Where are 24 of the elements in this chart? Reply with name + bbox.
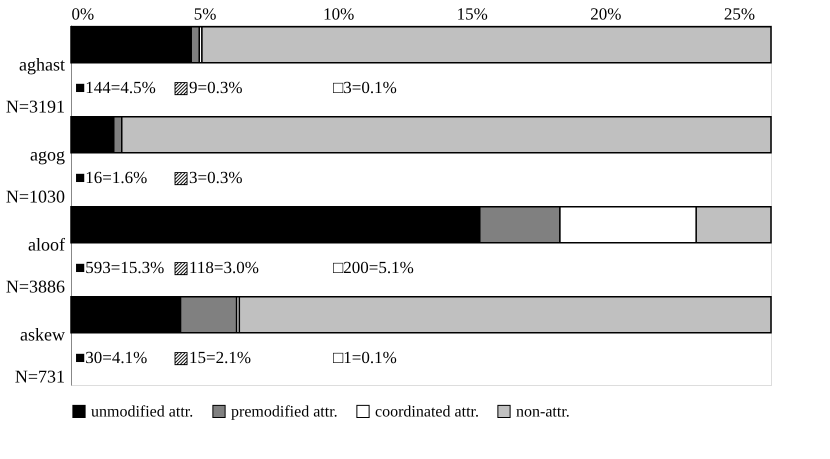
legend-label: non-attr. — [516, 403, 570, 420]
annotation: ■144=4.5% — [75, 78, 156, 97]
annotation: ▨9=0.3% — [173, 78, 242, 97]
annotation: ▨3=0.3% — [173, 168, 242, 187]
annotation: ■593=15.3% — [75, 258, 164, 277]
annotation: □3=0.1% — [333, 78, 397, 97]
x-tick-label: 25% — [724, 4, 756, 24]
annotation: □200=5.1% — [333, 258, 414, 277]
x-tick-label: 20% — [590, 4, 622, 24]
legend-label: coordinated attr. — [375, 403, 479, 420]
x-tick-label: 15% — [456, 4, 488, 24]
annotation: ▨15=2.1% — [173, 348, 251, 367]
annotation: □1=0.1% — [333, 348, 397, 367]
category-label: askew N=731 — [14, 324, 65, 386]
bar — [238, 296, 772, 334]
annotation: ■30=4.1% — [75, 348, 148, 367]
x-tick-label: 5% — [194, 4, 216, 24]
annotation: ▨118=3.0% — [173, 258, 259, 277]
x-tick-label: 0% — [72, 4, 94, 24]
x-tick-label: 10% — [323, 4, 354, 24]
annotation: ■16=1.6% — [75, 168, 148, 187]
bar — [201, 26, 772, 64]
legend-label: premodified attr. — [231, 403, 338, 420]
legend-label: unmodified attr. — [91, 403, 194, 420]
